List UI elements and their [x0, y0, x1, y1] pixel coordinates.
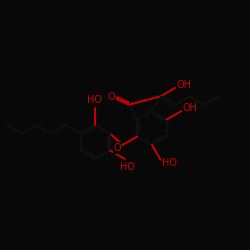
Text: O: O	[114, 143, 121, 153]
Text: HO: HO	[162, 158, 177, 168]
Text: OH: OH	[183, 103, 198, 113]
Text: OH: OH	[177, 80, 192, 90]
Text: O: O	[108, 92, 116, 102]
Text: HO: HO	[87, 95, 102, 105]
Text: HO: HO	[120, 162, 135, 172]
